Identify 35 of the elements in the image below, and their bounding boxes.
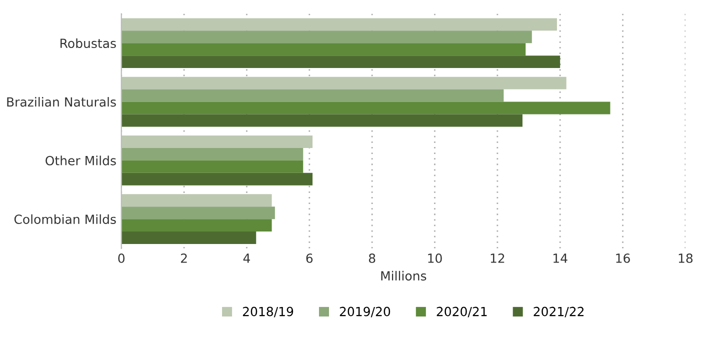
bar [121,148,304,160]
bar [121,160,304,173]
bar [121,172,313,186]
bar [121,56,560,68]
x-axis-title: Millions [381,270,426,281]
y-tick-label: Robustas [60,38,116,48]
x-tick-label: 14 [554,254,568,263]
bar [121,219,272,232]
x-tick-label: 10 [428,253,442,263]
x-tick-label: 12 [490,253,504,263]
x-tick-label: 16 [616,253,630,263]
x-tick-label: 8 [368,253,376,263]
x-tick-label: 6 [306,253,313,263]
bar [121,232,256,244]
legend-label: 2018/19 [242,306,294,318]
x-tick-label: 18 [678,253,693,263]
x-tick-label: 4 [243,254,250,263]
legend-label: 2019/20 [340,306,390,318]
y-tick-label: Colombian Milds [14,214,116,224]
legend-label: 2021/22 [534,306,584,318]
bar [121,30,532,44]
bar [121,114,522,127]
y-tick-label: Other Milds [46,156,116,166]
bar [121,43,526,56]
bar [121,102,610,114]
y-tick-label: Brazilian Naturals [7,97,116,107]
bar [121,76,566,90]
x-tick-label: 0 [118,253,125,263]
bar [121,194,272,207]
legend-label: 2020/21 [436,306,487,318]
bar [121,89,504,102]
bar [121,18,557,31]
bar [121,136,313,148]
x-tick-label: 2 [180,253,187,263]
bar [121,206,275,220]
